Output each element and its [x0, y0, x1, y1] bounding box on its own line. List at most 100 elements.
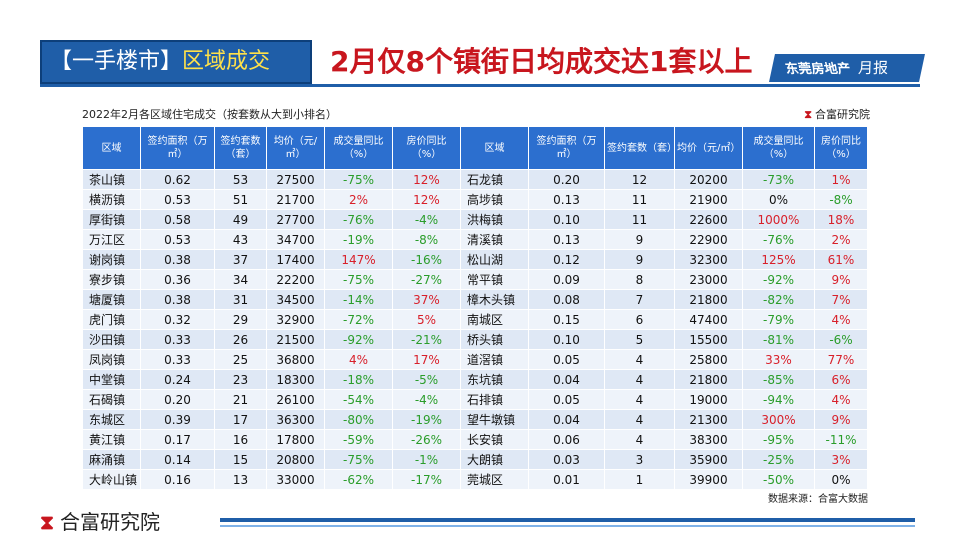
- table-row: 石碣镇 0.20 21 26100 -54% -4% 石排镇 0.05 4 19000 -94% 4%: [82, 389, 868, 410]
- table-cell: 43: [214, 229, 267, 250]
- table-cell: 0%: [814, 469, 868, 490]
- table-cell: 桥头镇: [460, 329, 529, 350]
- table-cell: 洪梅镇: [460, 209, 529, 230]
- table-cell: 0.10: [528, 329, 605, 350]
- table-cell: 石碣镇: [82, 389, 141, 410]
- table-cell: 47400: [674, 309, 743, 330]
- table-cell: 0.62: [140, 169, 215, 190]
- table-cell: -62%: [324, 469, 393, 490]
- table-cell: 27500: [266, 169, 325, 190]
- table-cell: 松山湖: [460, 249, 529, 270]
- table-cell: 19000: [674, 389, 743, 410]
- table-cell: 4: [604, 409, 675, 430]
- table-cell: 0.05: [528, 349, 605, 370]
- table-cell: 36800: [266, 349, 325, 370]
- table-cell: 26100: [266, 389, 325, 410]
- column-header: 房价同比（%）: [814, 126, 868, 170]
- table-cell: 大岭山镇: [82, 469, 141, 490]
- table-cell: -4%: [392, 389, 461, 410]
- table-cell: 0.53: [140, 229, 215, 250]
- table-cell: -54%: [324, 389, 393, 410]
- table-cell: 4%: [324, 349, 393, 370]
- brand-tag: 东莞房地产 月报: [769, 54, 925, 82]
- table-cell: 7: [604, 289, 675, 310]
- table-cell: -76%: [324, 209, 393, 230]
- table-cell: 16: [214, 429, 267, 450]
- column-header: 成交量同比（%）: [742, 126, 815, 170]
- table-cell: 0.13: [528, 229, 605, 250]
- table-row: 谢岗镇 0.38 37 17400 147% -16% 松山湖 0.12 9 32300 125% 6…: [82, 249, 868, 270]
- table-cell: 25: [214, 349, 267, 370]
- table-cell: 7%: [814, 289, 868, 310]
- table-cell: 23000: [674, 269, 743, 290]
- table-cell: 37%: [392, 289, 461, 310]
- table-cell: -75%: [324, 169, 393, 190]
- table-cell: 茶山镇: [82, 169, 141, 190]
- table-cell: 0%: [742, 189, 815, 210]
- table-row: 东城区 0.39 17 36300 -80% -19% 望牛墩镇 0.04 4 21300 300%…: [82, 409, 868, 430]
- table-cell: 石排镇: [460, 389, 529, 410]
- table-cell: 2%: [324, 189, 393, 210]
- table-cell: 17400: [266, 249, 325, 270]
- table-cell: 27700: [266, 209, 325, 230]
- table-cell: 0.01: [528, 469, 605, 490]
- footer-divider: [220, 518, 915, 522]
- column-header: 房价同比（%）: [392, 126, 461, 170]
- table-cell: 20800: [266, 449, 325, 470]
- table-cell: 凤岗镇: [82, 349, 141, 370]
- table-cell: 寮步镇: [82, 269, 141, 290]
- table-cell: 29: [214, 309, 267, 330]
- table-row: 中堂镇 0.24 23 18300 -18% -5% 东坑镇 0.04 4 21800 -85% 6%: [82, 369, 868, 390]
- table-cell: 61%: [814, 249, 868, 270]
- table-cell: -11%: [814, 429, 868, 450]
- table-cell: 大朗镇: [460, 449, 529, 470]
- table-cell: 17: [214, 409, 267, 430]
- table-cell: 37: [214, 249, 267, 270]
- table-cell: 0.32: [140, 309, 215, 330]
- table-cell: 0.16: [140, 469, 215, 490]
- table-cell: 147%: [324, 249, 393, 270]
- table-cell: 0.06: [528, 429, 605, 450]
- table-cell: 8: [604, 269, 675, 290]
- table-cell: 32900: [266, 309, 325, 330]
- table-cell: -18%: [324, 369, 393, 390]
- table-cell: 0.13: [528, 189, 605, 210]
- table-cell: -72%: [324, 309, 393, 330]
- table-cell: 0.15: [528, 309, 605, 330]
- column-header: 区域: [460, 126, 529, 170]
- table-cell: 0.53: [140, 189, 215, 210]
- region-sales-table: 区域 签约面积（万㎡） 签约套数（套） 均价（元/㎡） 成交量同比（%） 房价同比（%）区…: [82, 126, 868, 490]
- table-cell: 34700: [266, 229, 325, 250]
- table-cell: 3: [604, 449, 675, 470]
- table-cell: 22600: [674, 209, 743, 230]
- table-cell: 0.04: [528, 409, 605, 430]
- table-cell: -27%: [392, 269, 461, 290]
- table-cell: 23: [214, 369, 267, 390]
- table-cell: -79%: [742, 309, 815, 330]
- table-cell: -25%: [742, 449, 815, 470]
- table-cell: 0.05: [528, 389, 605, 410]
- table-cell: 9%: [814, 409, 868, 430]
- table-cell: 谢岗镇: [82, 249, 141, 270]
- table-cell: 0.20: [528, 169, 605, 190]
- table-cell: 34500: [266, 289, 325, 310]
- table-cell: -82%: [742, 289, 815, 310]
- table-cell: -26%: [392, 429, 461, 450]
- table-cell: -4%: [392, 209, 461, 230]
- table-cell: -50%: [742, 469, 815, 490]
- table-cell: 12%: [392, 189, 461, 210]
- table-cell: -17%: [392, 469, 461, 490]
- table-cell: -59%: [324, 429, 393, 450]
- table-row: 大岭山镇 0.16 13 33000 -62% -17% 莞城区 0.01 1 39900 -50%…: [82, 469, 868, 490]
- table-row: 万江区 0.53 43 34700 -19% -8% 清溪镇 0.13 9 22900 -76% 2%: [82, 229, 868, 250]
- table-cell: 黄江镇: [82, 429, 141, 450]
- table-cell: 31: [214, 289, 267, 310]
- table-cell: 望牛墩镇: [460, 409, 529, 430]
- table-cell: -80%: [324, 409, 393, 430]
- table-cell: 0.39: [140, 409, 215, 430]
- table-cell: 51: [214, 189, 267, 210]
- table-cell: 万江区: [82, 229, 141, 250]
- table-cell: -8%: [814, 189, 868, 210]
- column-header: 签约套数（套）: [214, 126, 267, 170]
- table-cell: 樟木头镇: [460, 289, 529, 310]
